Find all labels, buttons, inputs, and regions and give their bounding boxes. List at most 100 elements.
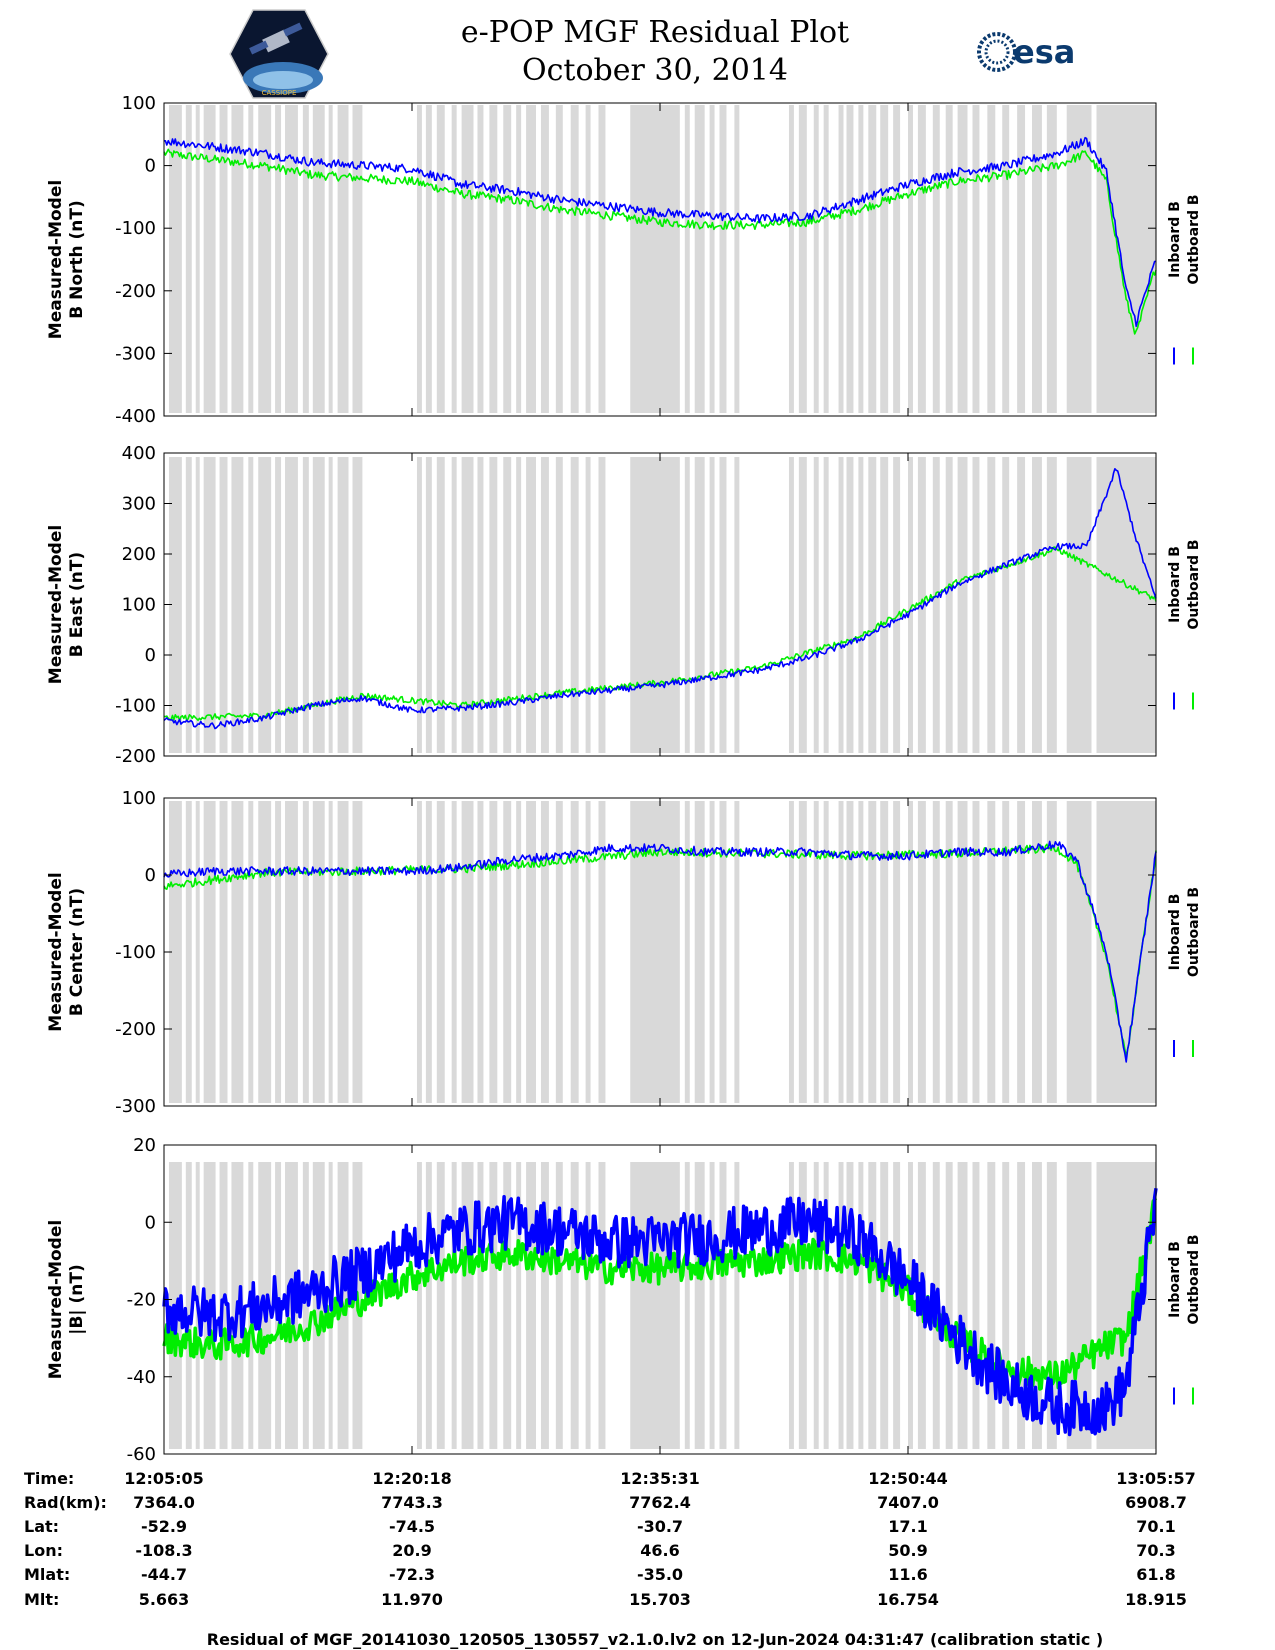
gap-band-3-12	[312, 801, 325, 1103]
gap-band-3-57	[1046, 801, 1057, 1103]
y-axis-label-2-line-1: Measured-Model	[46, 525, 66, 684]
gap-band-4-18	[436, 1162, 445, 1449]
gap-band-2-29	[585, 457, 591, 753]
gap-band-4-40	[823, 1162, 829, 1449]
gap-band-3-54	[1002, 801, 1010, 1103]
legend-label-outboard-3: Outboard B	[1186, 887, 1202, 977]
gap-band-1-32	[684, 105, 690, 413]
gap-band-4-2	[185, 1162, 192, 1449]
series-outboard-panel-1	[163, 148, 1157, 335]
gap-band-4-55	[1017, 1162, 1026, 1449]
gap-band-3-41	[838, 801, 844, 1103]
info-value-3-2: -74.5	[389, 1517, 435, 1536]
gap-band-4-26	[540, 1162, 549, 1449]
gap-band-2-26	[540, 457, 549, 753]
y-tick-label-4-5: -60	[127, 1444, 156, 1465]
gap-band-1-31	[630, 105, 680, 413]
gap-band-4-45	[880, 1162, 889, 1449]
gap-band-2-56	[1032, 457, 1042, 753]
gap-band-4-38	[798, 1162, 807, 1449]
gap-band-4-16	[416, 1162, 422, 1449]
gap-band-3-8	[258, 801, 272, 1103]
gap-band-1-7	[248, 105, 254, 413]
gap-band-2-24	[516, 457, 522, 753]
gap-band-4-25	[526, 1162, 536, 1449]
gap-band-3-13	[328, 801, 333, 1103]
gap-band-4-30	[598, 1162, 606, 1449]
gap-band-4-17	[425, 1162, 432, 1449]
legend-label-outboard-1: Outboard B	[1186, 194, 1202, 284]
info-value-6-2: 11.970	[381, 1590, 443, 1609]
info-value-6-1: 5.663	[139, 1590, 190, 1609]
gap-band-2-22	[489, 457, 498, 753]
gap-band-2-20	[461, 457, 474, 753]
gap-band-2-2	[185, 457, 192, 753]
gap-band-1-49	[932, 105, 940, 413]
title-line-1: e-POP MGF Residual Plot	[460, 15, 850, 50]
gap-band-3-37	[788, 801, 794, 1103]
y-tick-label-1-1: 100	[122, 93, 156, 114]
gap-band-3-17	[425, 801, 432, 1103]
series-inboard-panel-1	[164, 136, 1157, 328]
info-row-label-4: Lon:	[24, 1541, 63, 1560]
gap-band-2-9	[275, 457, 282, 753]
gap-band-2-39	[813, 457, 819, 753]
gap-band-1-26	[540, 105, 549, 413]
info-value-1-5: 13:05:57	[1116, 1469, 1196, 1488]
gap-band-4-27	[555, 1162, 563, 1449]
legend-label-outboard-2: Outboard B	[1186, 539, 1202, 629]
info-value-3-3: -30.7	[637, 1517, 683, 1536]
y-tick-label-1-5: -300	[115, 343, 156, 364]
gap-band-3-26	[540, 801, 549, 1103]
gap-band-3-35	[719, 801, 727, 1103]
info-value-6-3: 15.703	[629, 1590, 691, 1609]
y-axis-label-1-line-2: B North (nT)	[67, 200, 87, 319]
info-value-2-3: 7762.4	[629, 1493, 691, 1512]
gap-band-2-13	[328, 457, 333, 753]
info-value-6-5: 18.915	[1125, 1590, 1187, 1609]
gap-band-1-44	[868, 105, 877, 413]
gap-band-4-28	[570, 1162, 579, 1449]
gap-band-1-59	[1096, 105, 1156, 413]
gap-band-2-17	[425, 457, 432, 753]
logo-left-text: CASSIOPE	[262, 89, 297, 97]
gap-band-1-40	[823, 105, 829, 413]
gap-band-2-12	[312, 457, 325, 753]
info-value-6-4: 16.754	[877, 1590, 939, 1609]
info-row-label-6: Mlt:	[24, 1590, 59, 1609]
info-value-5-5: 61.8	[1136, 1565, 1175, 1584]
gap-band-1-55	[1017, 105, 1026, 413]
y-tick-label-3-3: -100	[115, 942, 156, 963]
gap-band-2-48	[917, 457, 926, 753]
gap-band-3-24	[516, 801, 522, 1103]
gap-band-2-19	[451, 457, 457, 753]
gap-band-4-44	[868, 1162, 877, 1449]
gap-band-1-21	[477, 105, 484, 413]
gap-band-1-12	[312, 105, 325, 413]
info-row-label-1: Time:	[24, 1469, 74, 1488]
gap-band-3-28	[570, 801, 579, 1103]
gap-band-1-9	[275, 105, 282, 413]
gap-band-2-25	[526, 457, 536, 753]
gap-band-1-30	[598, 105, 606, 413]
gap-band-3-18	[436, 801, 445, 1103]
gap-band-2-1	[168, 457, 182, 753]
gap-band-1-8	[258, 105, 272, 413]
gap-band-1-10	[285, 105, 298, 413]
gap-band-1-37	[788, 105, 794, 413]
gap-band-2-14	[337, 457, 349, 753]
series-inboard-panel-4	[162, 1188, 1158, 1437]
gap-band-1-1	[168, 105, 182, 413]
info-value-4-5: 70.3	[1136, 1541, 1175, 1560]
y-tick-label-2-5: 0	[145, 645, 156, 666]
gap-band-2-8	[258, 457, 272, 753]
gap-band-1-13	[328, 105, 333, 413]
gap-band-1-54	[1002, 105, 1010, 413]
info-row-label-3: Lat:	[24, 1517, 59, 1536]
gap-band-4-51	[957, 1162, 968, 1449]
y-tick-label-3-5: -300	[115, 1096, 156, 1117]
gap-band-4-24	[516, 1162, 522, 1449]
info-value-4-3: 46.6	[640, 1541, 679, 1560]
series-inboard-panel-2	[163, 468, 1157, 730]
gap-band-3-20	[461, 801, 474, 1103]
